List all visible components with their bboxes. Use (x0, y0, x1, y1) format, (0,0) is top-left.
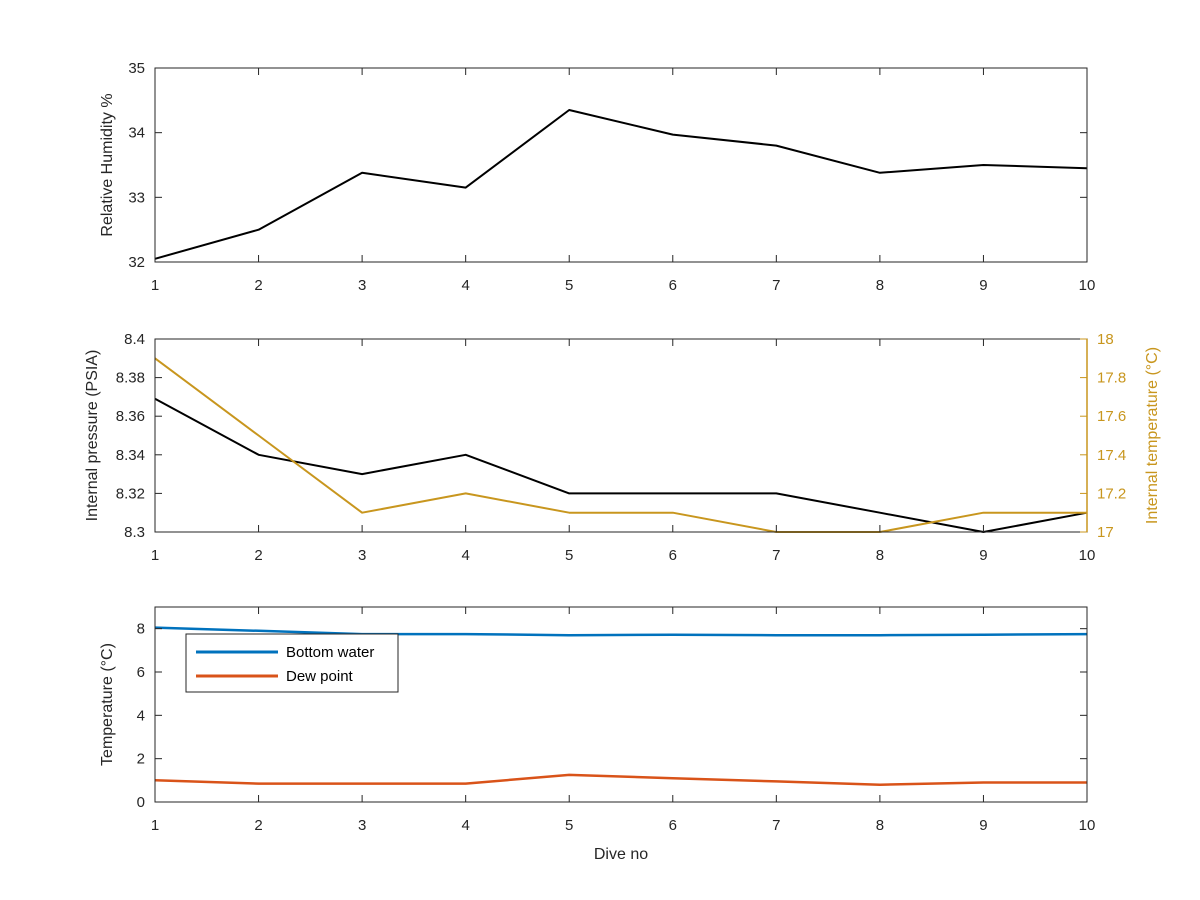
pressure-y-tick-label: 8.38 (116, 370, 145, 387)
temperature-y-tick-label: 6 (137, 664, 145, 681)
humidity-x-tick-label: 1 (151, 277, 159, 294)
pressure-right-y-axis-label: Internal temperature (°C) (1144, 347, 1161, 524)
pressure-x-tick-label: 4 (461, 547, 469, 564)
temperature-y-tick-label: 2 (137, 751, 145, 768)
temperature-x-tick-label: 8 (876, 817, 884, 834)
temperature-x-tick-label: 3 (358, 817, 366, 834)
humidity-x-tick-label: 4 (461, 277, 469, 294)
pressure-x-tick-label: 2 (254, 547, 262, 564)
temperature-x-tick-label: 10 (1079, 817, 1096, 834)
temperature-y-axis-label: Temperature (°C) (99, 643, 116, 766)
temperature-x-tick-label: 6 (669, 817, 677, 834)
pressure-y-tick-label: 8.32 (116, 485, 145, 502)
pressure-right-y-tick-label: 17.4 (1097, 447, 1126, 464)
humidity-x-tick-label: 3 (358, 277, 366, 294)
temperature-y-tick-label: 0 (137, 794, 145, 811)
temperature-x-tick-label: 4 (461, 817, 469, 834)
temperature-x-axis-label: Dive no (594, 846, 648, 863)
pressure-right-y-tick-label: 17.6 (1097, 408, 1126, 425)
legend-box (185, 633, 399, 693)
pressure-x-tick-label: 9 (979, 547, 987, 564)
humidity-series-0-line (154, 109, 1088, 260)
temperature-panel: 1 2 3 4 5 6 7 8 9 10 0 2 4 6 8 Temperature (°C) Dive no B… (99, 606, 1096, 863)
humidity-x-tick-label: 2 (254, 277, 262, 294)
temperature-x-tick-label: 5 (565, 817, 573, 834)
pressure-axes-box (154, 338, 1088, 533)
legend-entry-label: Bottom water (286, 644, 374, 661)
humidity-x-tick-label: 9 (979, 277, 987, 294)
pressure-x-tick-label: 10 (1079, 547, 1096, 564)
pressure-y-tick-label: 8.4 (124, 331, 145, 348)
pressure-right-y-tick-label: 17.8 (1097, 370, 1126, 387)
pressure-series-1-line (154, 357, 1087, 533)
pressure-temperature-panel: 1 2 3 4 5 6 7 8 9 10 8.3 8.32 8.34 8.36 8.38 8.4 17 17.2 1… (84, 331, 1161, 564)
temperature-x-tick-label: 9 (979, 817, 987, 834)
pressure-right-y-tick-label: 17 (1097, 524, 1114, 541)
pressure-x-tick-label: 7 (772, 547, 780, 564)
humidity-y-axis-label: Relative Humidity % (99, 93, 116, 236)
humidity-y-tick-label: 35 (128, 60, 145, 77)
pressure-right-y-tick-label: 18 (1097, 331, 1114, 348)
humidity-x-tick-label: 10 (1079, 277, 1096, 294)
temperature-x-tick-label: 7 (772, 817, 780, 834)
legend-entry-label: Dew point (286, 668, 354, 685)
humidity-x-tick-label: 8 (876, 277, 884, 294)
temperature-y-tick-label: 4 (137, 707, 145, 724)
pressure-x-tick-label: 1 (151, 547, 159, 564)
pressure-x-tick-label: 3 (358, 547, 366, 564)
temperature-series-0-line (154, 626, 1088, 637)
temperature-y-tick-label: 8 (137, 621, 145, 638)
pressure-right-y-tick-label: 17.2 (1097, 485, 1126, 502)
humidity-y-tick-label: 32 (128, 254, 145, 271)
pressure-x-tick-label: 8 (876, 547, 884, 564)
humidity-x-tick-label: 5 (565, 277, 573, 294)
temperature-series-1-line (154, 773, 1087, 786)
humidity-y-tick-label: 34 (128, 125, 145, 142)
temperature-x-tick-label: 1 (151, 817, 159, 834)
humidity-y-tick-label: 33 (128, 189, 145, 206)
pressure-x-tick-label: 6 (669, 547, 677, 564)
humidity-x-tick-label: 7 (772, 277, 780, 294)
temperature-axes-box (154, 606, 1088, 803)
humidity-x-tick-label: 6 (669, 277, 677, 294)
legend: Bottom water Dew point (185, 633, 399, 693)
pressure-y-tick-label: 8.3 (124, 524, 145, 541)
pressure-x-tick-label: 5 (565, 547, 573, 564)
humidity-axes-box (154, 67, 1088, 263)
pressure-y-axis-label: Internal pressure (PSIA) (84, 350, 101, 522)
temperature-x-tick-label: 2 (254, 817, 262, 834)
pressure-y-tick-label: 8.34 (116, 447, 145, 464)
pressure-y-tick-label: 8.36 (116, 408, 145, 425)
